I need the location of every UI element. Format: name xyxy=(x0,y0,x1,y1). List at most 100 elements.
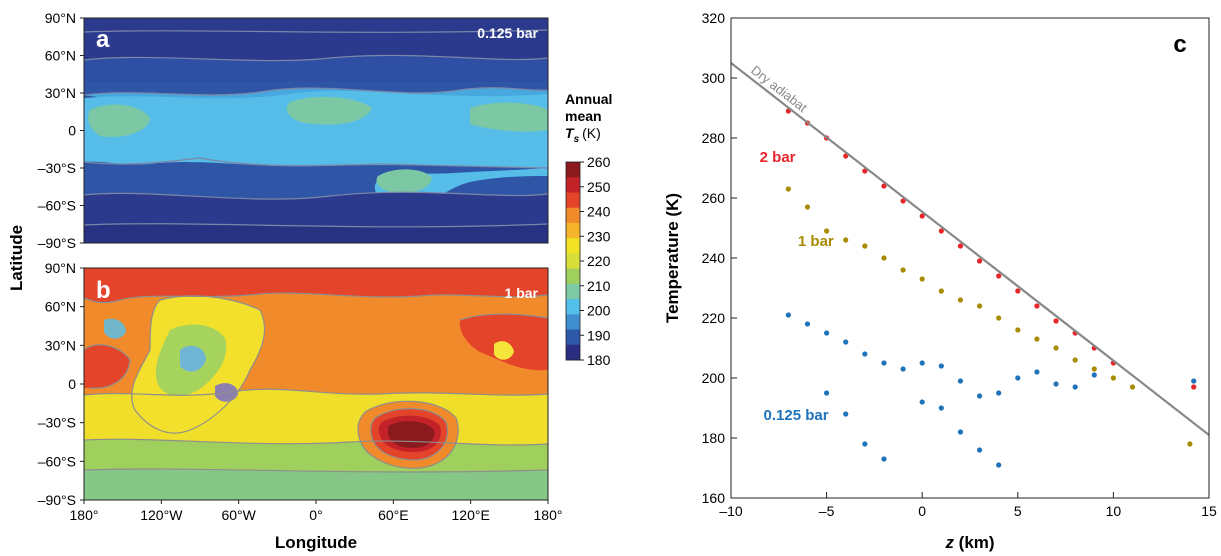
scatter-point xyxy=(843,237,849,243)
scatter-point xyxy=(900,267,906,273)
latitude-axis-label: Latitude xyxy=(7,225,26,291)
panel-c-y-tick-label: 160 xyxy=(702,490,726,506)
panel-b-x-tick-label: 180° xyxy=(70,507,99,523)
colorbar: Annual mean Ts (K) 260 250 240 230 220 210 200 1… xyxy=(565,91,612,368)
panel-c-frame xyxy=(730,17,1210,499)
panel-b-y-ticks: 90°N 60°N 30°N 0 –30°S –60°S –90°S xyxy=(38,260,84,508)
scatter-point xyxy=(1034,303,1040,309)
panel-a-y-tick-label: 60°N xyxy=(45,48,76,64)
panel-b-heatmap xyxy=(84,268,548,500)
panel-b-x-tick-label: 180° xyxy=(534,507,563,523)
panel-c-scatter-points xyxy=(785,108,1197,468)
panel-b-y-tick-label: 90°N xyxy=(45,260,76,276)
scatter-point xyxy=(1191,384,1197,390)
contour xyxy=(84,87,548,96)
scatter-point xyxy=(881,360,887,366)
panel-c-y-tick-label: 280 xyxy=(702,130,726,146)
scatter-point xyxy=(1015,288,1021,294)
scatter-point xyxy=(1034,336,1040,342)
scatter-point xyxy=(976,447,983,453)
scatter-point xyxy=(824,228,830,234)
colorbar-title-sub: s xyxy=(574,134,580,145)
panel-a-heatmap xyxy=(84,18,548,243)
dry-adiabat-line xyxy=(731,62,1209,436)
panel-a-band-north-mid xyxy=(84,55,548,82)
colorbar-swatch xyxy=(566,162,580,178)
panel-c-y-tick-label: 180 xyxy=(702,430,726,446)
panel-c-x-tick-label: 15 xyxy=(1201,503,1217,519)
colorbar-tick-label: 190 xyxy=(587,327,611,343)
scatter-point xyxy=(785,186,791,192)
colorbar-tick-label: 260 xyxy=(587,154,611,170)
panel-c-x-axis-unit: (km) xyxy=(954,533,995,552)
colorbar-swatch xyxy=(566,177,580,193)
contour xyxy=(459,313,548,321)
panel-a-warm-spot-1 xyxy=(88,104,150,138)
scatter-point xyxy=(957,378,964,384)
panel-a-y-tick-label: –30°S xyxy=(38,160,76,176)
contour xyxy=(84,223,548,228)
scatter-point xyxy=(1053,345,1059,351)
dry-adiabat-label: Dry adiabat xyxy=(748,62,810,115)
panel-b-band-south-pole xyxy=(84,469,548,500)
scatter-point xyxy=(843,153,849,159)
scatter-point xyxy=(843,339,849,345)
scatter-point xyxy=(804,321,811,327)
contour xyxy=(84,438,548,446)
colorbar-swatch xyxy=(566,207,580,224)
scatter-point xyxy=(862,168,868,174)
colorbar-tick-label: 230 xyxy=(587,228,611,244)
panel-a-label: a xyxy=(96,26,110,53)
panel-c-x-tick-label: 10 xyxy=(1106,503,1122,519)
contour xyxy=(357,400,459,469)
scatter-point xyxy=(996,462,1002,468)
panel-c-plot-area xyxy=(731,62,1209,468)
scatter-point xyxy=(1191,378,1197,384)
colorbar-title-line-1: Annual xyxy=(565,91,612,107)
panel-a-y-tick-label: 90°N xyxy=(45,10,76,26)
series-label: 0.125 bar xyxy=(764,407,829,424)
scatter-point xyxy=(881,183,887,189)
panel-b-y-tick-label: 30°N xyxy=(45,337,76,353)
panel-c-y-tick-label: 300 xyxy=(702,70,726,86)
colorbar-swatch xyxy=(566,222,580,239)
series-label: 1 bar xyxy=(798,233,834,250)
colorbar-tick-label: 250 xyxy=(587,179,611,195)
panel-b-x-tick-label: 60°W xyxy=(221,507,256,523)
colorbar-swatch xyxy=(566,238,580,254)
scatter-point xyxy=(976,393,983,399)
panel-b-band-north xyxy=(84,268,548,303)
panel-a-y-tick-label: 30°N xyxy=(45,85,76,101)
panel-c-axes: –10 –5 0 5 10 15 160 180 200 220 240 260 280 300 320 xyxy=(702,10,1217,519)
scatter-point xyxy=(824,390,830,396)
colorbar-swatches xyxy=(566,162,580,361)
panel-b-cold-spot-4 xyxy=(494,341,514,360)
scatter-point xyxy=(919,360,925,366)
panel-a-warm-spot-2 xyxy=(286,96,372,125)
panel-a-band-equator xyxy=(84,90,548,209)
scatter-point xyxy=(976,303,983,309)
panel-c-x-tick-label: –10 xyxy=(719,503,743,519)
colorbar-tick-label: 220 xyxy=(587,253,611,269)
scatter-point xyxy=(1187,441,1193,447)
colorbar-swatch xyxy=(566,192,580,209)
panel-b-y-tick-label: –30°S xyxy=(38,415,76,431)
scatter-point xyxy=(996,273,1002,279)
colorbar-title-line-3: Ts (K) xyxy=(565,125,601,145)
scatter-point xyxy=(881,255,887,261)
scatter-point xyxy=(1034,369,1040,375)
panel-b-cold-spot-2 xyxy=(180,345,206,372)
panel-a-warm-spot-3 xyxy=(470,102,548,132)
scatter-point xyxy=(996,315,1002,321)
panel-b-y-tick-label: 0 xyxy=(68,376,76,392)
panel-a-warm-spot-4 xyxy=(376,169,432,194)
panel-c-x-axis-label: z (km) xyxy=(944,533,994,552)
scatter-point xyxy=(1091,366,1097,372)
scatter-point xyxy=(1129,384,1136,390)
panel-b-y-tick-label: –90°S xyxy=(38,492,76,508)
contour xyxy=(131,295,266,434)
panel-b-y-tick-label: –60°S xyxy=(38,453,76,469)
panel-a: a 0.125 bar 90°N 60°N 30°N 0 –30°S –60°S –90°S xyxy=(38,10,549,251)
scatter-point xyxy=(976,258,983,264)
scatter-point xyxy=(1110,375,1116,381)
